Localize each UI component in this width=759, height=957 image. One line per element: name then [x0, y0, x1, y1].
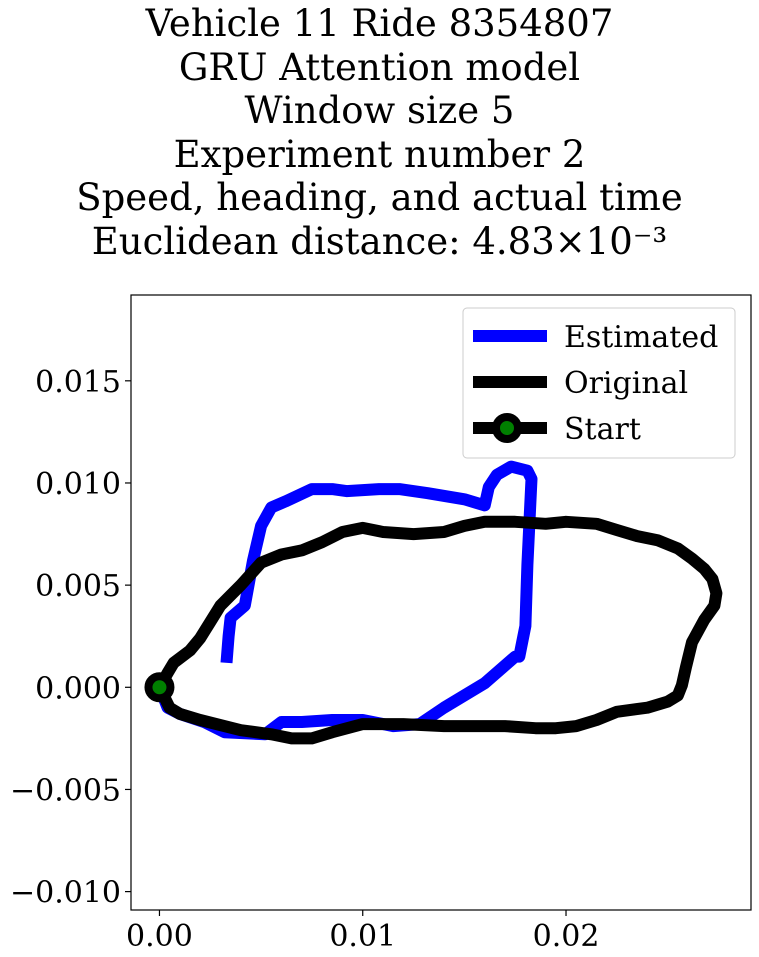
- series-line-estimated: [153, 460, 538, 741]
- title-line-6: Euclidean distance: 4.83×10⁻³: [91, 219, 668, 263]
- title-line-4: Experiment number 2: [173, 132, 586, 176]
- start-marker: [144, 672, 175, 703]
- title-line-3: Window size 5: [244, 89, 515, 132]
- y-tick-label: 0.015: [35, 365, 121, 400]
- legend: Estimated Original Start: [462, 307, 736, 459]
- chart-title: Vehicle 11 Ride 8354807 GRU Attention mo…: [0, 2, 759, 263]
- y-tick-label: 0.005: [35, 569, 121, 604]
- y-tick-label: 0.000: [35, 671, 121, 706]
- x-tick-label: 0.00: [126, 919, 193, 954]
- title-line-5: Speed, heading, and actual time: [76, 176, 683, 219]
- legend-label-estimated: Estimated: [564, 320, 718, 355]
- x-tick-label: 0.02: [533, 919, 600, 954]
- series-layer: [144, 460, 723, 745]
- y-tick-label: −0.010: [10, 876, 121, 911]
- title-line-1: Vehicle 11 Ride 8354807: [145, 2, 614, 45]
- y-tick-label: −0.005: [10, 773, 121, 808]
- legend-label-original: Original: [564, 366, 688, 401]
- title-line-2: GRU Attention model: [178, 45, 581, 89]
- axes-frame: [130, 294, 752, 911]
- legend-start-marker: [492, 413, 522, 443]
- legend-label-start: Start: [564, 412, 641, 447]
- legend-box: [462, 307, 736, 459]
- y-tick-label: 0.010: [35, 467, 121, 502]
- ticks-layer: 0.00 0.01 0.02 −0.010 −0.005 0.000 0.005 0.010 0…: [10, 365, 599, 954]
- series-line-original: [154, 515, 723, 745]
- x-tick-label: 0.01: [329, 919, 396, 954]
